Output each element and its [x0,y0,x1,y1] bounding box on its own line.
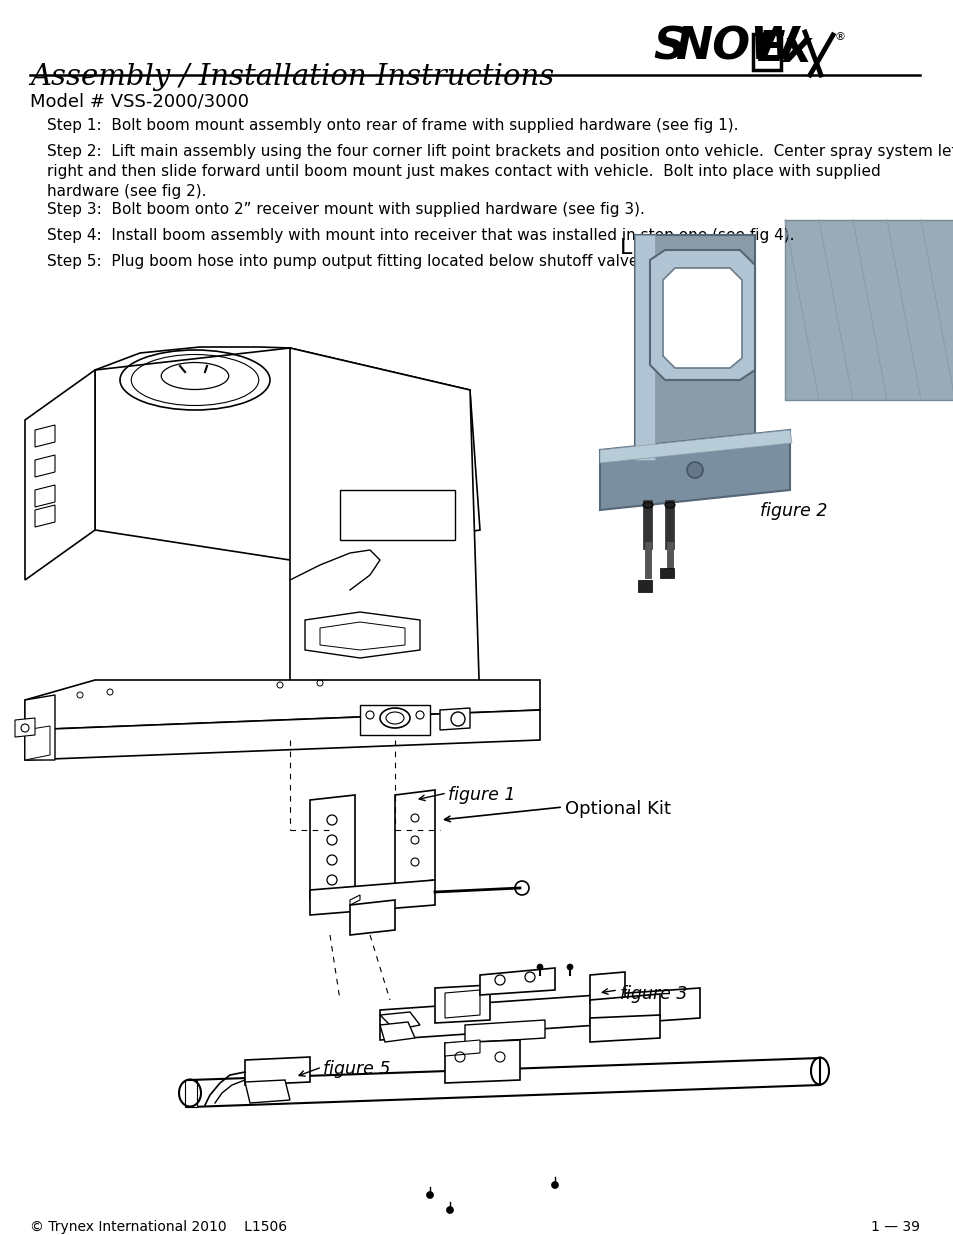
Polygon shape [350,895,359,905]
Polygon shape [190,1058,820,1107]
Polygon shape [25,695,55,760]
Circle shape [537,965,542,969]
Polygon shape [95,348,479,559]
Polygon shape [479,968,555,995]
Text: ®: ® [834,32,845,42]
Polygon shape [599,430,791,463]
Polygon shape [25,680,539,730]
Text: figure 3: figure 3 [619,986,687,1003]
Polygon shape [310,881,435,915]
Text: x: x [782,28,811,70]
Polygon shape [245,1079,290,1103]
Polygon shape [659,568,673,578]
Polygon shape [635,235,754,459]
Ellipse shape [664,501,675,508]
Polygon shape [649,249,754,380]
Text: figure 5: figure 5 [323,1060,390,1078]
Text: Step 2:  Lift main assembly using the four corner lift point brackets and positi: Step 2: Lift main assembly using the fou… [47,144,953,199]
Text: Lift Point: Lift Point [619,238,717,258]
Polygon shape [15,718,35,737]
Polygon shape [435,986,490,1023]
Circle shape [551,1182,558,1188]
Circle shape [686,462,702,478]
Polygon shape [35,485,55,508]
Polygon shape [589,972,624,1003]
Text: Step 3:  Bolt boom onto 2” receiver mount with supplied hardware (see fig 3).: Step 3: Bolt boom onto 2” receiver mount… [47,203,644,217]
Polygon shape [350,900,395,935]
Text: Step 5:  Plug boom hose into pump output fitting located below shutoff valve (se: Step 5: Plug boom hose into pump output … [47,254,725,269]
Polygon shape [379,1023,415,1042]
Text: Model # VSS-2000/3000: Model # VSS-2000/3000 [30,93,249,111]
Polygon shape [35,505,55,527]
Text: 1 — 39: 1 — 39 [870,1220,919,1234]
Text: figure 1: figure 1 [448,785,515,804]
Polygon shape [185,1079,196,1107]
Polygon shape [319,622,405,650]
Circle shape [426,1192,433,1198]
Circle shape [566,965,573,969]
Polygon shape [444,1040,519,1083]
Polygon shape [464,1020,544,1044]
Polygon shape [310,795,355,900]
Polygon shape [635,235,655,459]
Polygon shape [784,220,953,400]
Text: Assembly / Installation Instructions: Assembly / Installation Instructions [30,63,554,91]
Polygon shape [638,580,651,592]
Polygon shape [359,705,430,735]
Polygon shape [25,710,539,760]
Polygon shape [305,613,419,658]
Polygon shape [444,990,479,1018]
Polygon shape [245,1057,310,1086]
Text: Step 4:  Install boom assembly with mount into receiver that was installed in st: Step 4: Install boom assembly with mount… [47,228,794,243]
Polygon shape [439,708,470,730]
Text: © Trynex International 2010    L1506: © Trynex International 2010 L1506 [30,1220,287,1234]
Circle shape [446,1207,453,1214]
Polygon shape [589,994,659,1023]
Polygon shape [379,988,700,1040]
Polygon shape [339,490,455,540]
Polygon shape [25,726,50,760]
Polygon shape [589,1015,659,1042]
Text: NOW: NOW [675,25,799,68]
Polygon shape [379,1011,419,1030]
Text: Optional Kit: Optional Kit [564,800,670,818]
Polygon shape [395,790,435,885]
Polygon shape [444,1040,479,1056]
Text: figure 2: figure 2 [760,501,826,520]
Polygon shape [35,454,55,477]
Bar [752,35,781,70]
Text: Step 1:  Bolt boom mount assembly onto rear of frame with supplied hardware (see: Step 1: Bolt boom mount assembly onto re… [47,119,738,133]
Ellipse shape [642,501,652,508]
Polygon shape [25,370,95,580]
Polygon shape [290,348,479,710]
Polygon shape [599,430,789,510]
Text: E: E [755,28,783,70]
Polygon shape [35,425,55,447]
Text: S: S [652,25,684,68]
Polygon shape [662,268,741,368]
